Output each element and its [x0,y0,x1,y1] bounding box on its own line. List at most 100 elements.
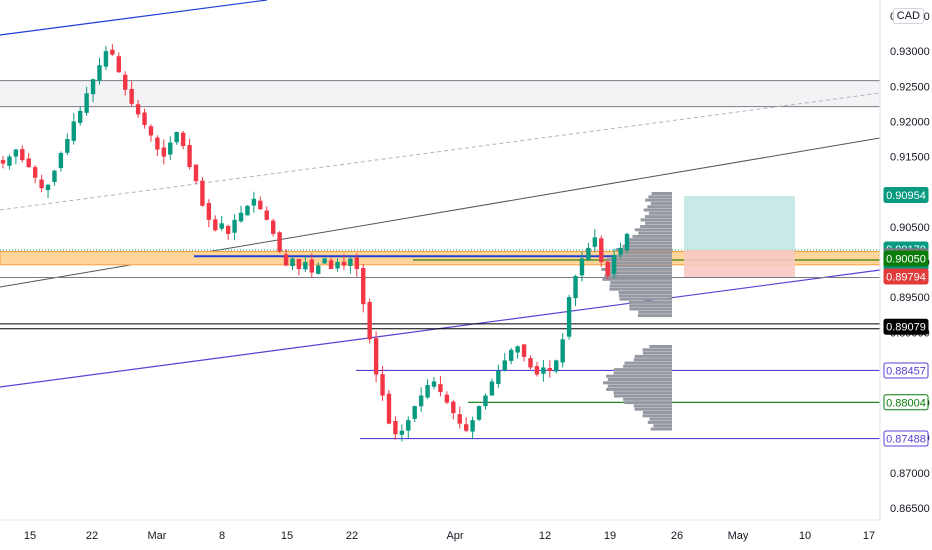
volume-bar [607,271,672,275]
volume-bar [642,411,672,414]
candle [386,389,392,425]
candle-body [45,184,51,191]
candle [393,416,398,440]
candle-body [373,338,379,375]
candle [155,135,160,157]
candle-body [309,259,314,273]
volume-bar [649,345,672,348]
candle [412,405,417,423]
volume-bar [634,354,672,358]
candle [367,298,372,344]
candle [39,174,44,193]
candle-body [328,260,334,270]
price-tick-label: 0.92000 [890,116,930,128]
volume-bar [651,192,672,195]
candle [573,274,578,306]
price-tag-bg [883,430,929,447]
time-tick-label: 15 [281,530,293,542]
candle-body [7,156,12,166]
candle [161,139,167,165]
price-tag: 0.90050 [883,250,929,267]
candles-layer [0,44,630,442]
candle-body [84,93,89,113]
candle [316,262,321,275]
candle [26,152,31,168]
candle [521,344,527,362]
candle [20,145,25,163]
price-tick-label: 0.92500 [890,81,930,93]
price-tick-label: 0.90500 [890,222,930,234]
candle-body [322,258,327,264]
price-tick-label: 0.93000 [890,46,930,58]
volume-bar [605,264,672,268]
candle [611,248,617,279]
volume-bar [638,310,672,314]
currency-button[interactable]: CAD [892,8,924,24]
top-trend-line [0,0,268,36]
volume-bar [604,274,672,278]
candle-body [592,237,598,247]
time-tick-label: Mar [148,530,167,542]
candle [0,155,6,169]
volume-bar [623,364,672,368]
volume-bar [632,234,672,238]
candle-body [528,358,533,368]
volume-bar [650,427,672,431]
candle [309,253,314,278]
candle-body [193,164,199,182]
volume-bar [643,208,672,212]
candle-body [296,258,302,270]
candle-body [316,265,321,274]
candle [200,176,205,207]
price-tag-label: 0.89794 [886,271,926,283]
price-tick-label: 0.89500 [890,292,930,304]
candle [213,215,218,232]
candle [406,416,411,439]
candle [335,258,340,272]
candle-body [463,424,469,431]
candle [270,218,276,237]
volume-bar [624,361,672,365]
candle [296,258,302,276]
volume-bar [607,378,672,381]
price-tag-bg [883,250,929,267]
candle-body [238,212,244,222]
volume-bar [649,417,672,421]
volume-profile-upper [601,192,672,318]
price-tag-label: 0.90050 [886,253,926,265]
candle [238,205,244,223]
candle-body [476,406,482,420]
candle [418,387,424,412]
candle [399,424,405,442]
candle-body [605,261,610,277]
price-tick-label: 0.87000 [890,468,930,480]
candle-body [264,210,269,220]
time-tick-label: Apr [446,530,463,542]
volume-bar [615,248,672,252]
time-tick-label: 22 [346,530,358,542]
price-tag: 0.89794 [883,268,929,285]
volume-bar [629,304,672,308]
volume-bar [633,404,672,408]
candle-body [534,366,540,375]
candle-body [566,297,572,337]
candle-body [451,401,456,414]
candle [84,86,89,116]
candle-body [599,238,604,262]
volume-bar [648,211,672,215]
volume-bar [640,218,672,222]
candle [566,294,572,340]
candle [354,253,360,277]
candle-body [457,414,462,424]
candle-body [58,153,64,169]
candle [71,113,76,145]
candle-body [624,233,630,251]
volume-bar [626,238,672,242]
price-tag-label: 0.87488 [886,434,926,446]
candle-body [277,232,282,252]
volume-bar [613,371,672,375]
volume-bar [644,215,672,219]
candle [77,106,83,126]
volume-bar [638,231,672,235]
